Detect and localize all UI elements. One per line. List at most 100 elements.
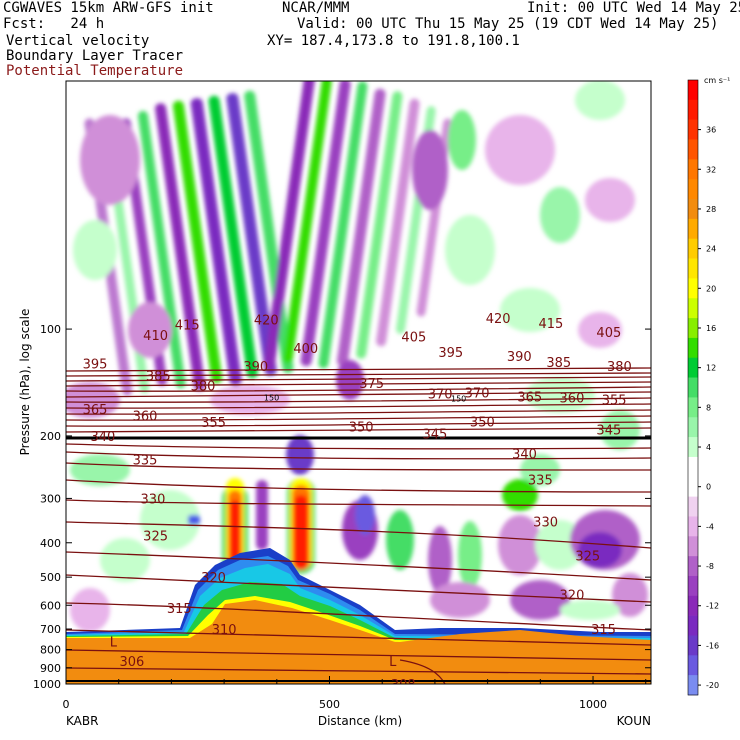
isentrope-label: 340	[512, 447, 537, 462]
y-tick-label: 200	[40, 430, 61, 443]
y-axis: 100 200 300 400 500 600 700 800 900 1000	[33, 323, 651, 691]
colorbar-tick-label: 16	[706, 324, 716, 333]
isentrope-label: 350	[470, 415, 495, 430]
isentrope-label: 405	[401, 331, 426, 346]
colorbar-bin	[688, 675, 698, 696]
x-tick-label: 0	[63, 698, 70, 711]
isentrope-label: 315	[167, 602, 192, 617]
isentrope-label: 395	[438, 346, 463, 361]
colorbar-bin	[688, 417, 698, 438]
isentrope-label: 325	[575, 550, 600, 565]
colorbar-bin	[688, 655, 698, 676]
colorbar-bin	[688, 119, 698, 140]
colorbar-bin	[688, 139, 698, 160]
colorbar-bin	[688, 575, 698, 597]
isentrope-label: 410	[143, 329, 168, 344]
colorbar-bin	[688, 635, 698, 656]
isentrope-label: 355	[201, 416, 226, 431]
plot-area: 415 410 420 400 405 420 415 405 395 385 390 395 390 3…	[66, 81, 651, 693]
colorbar-bin	[688, 615, 698, 636]
x-axis-label: Distance (km)	[318, 714, 402, 728]
colorbar-tick-label: 32	[706, 165, 716, 174]
isentrope-label: 315	[591, 623, 616, 638]
colorbar-frame	[687, 79, 699, 696]
isentrope-label: 306	[119, 655, 144, 670]
colorbar-bin	[688, 595, 698, 616]
colorbar-bin	[688, 318, 698, 339]
isentrope-label: 370	[465, 387, 490, 402]
y-tick-label: 500	[40, 571, 61, 584]
tropopause-label: 150	[451, 395, 466, 404]
tropopause-label: 150	[264, 394, 279, 403]
isentrope-label: 415	[538, 317, 563, 332]
y-tick-label: 800	[40, 644, 61, 657]
y-tick-label: 900	[40, 662, 61, 675]
isentrope-label: 330	[141, 492, 166, 507]
header-line5-left: Potential Temperature	[6, 63, 184, 79]
colorbar-bin	[688, 397, 698, 418]
y-tick-label: 1000	[33, 678, 61, 691]
isentrope-label: 345	[596, 424, 621, 439]
colorbar-bin	[688, 99, 698, 120]
isentrope-label: 330	[533, 515, 558, 530]
y-tick-label: 400	[40, 537, 61, 550]
header-line1-left: CGWAVES 15km ARW-GFS init	[3, 0, 214, 16]
isentrope-labels: 415 410 420 400 405 420 415 405 395 385 390 395 390 3…	[83, 312, 632, 693]
colorbar-bin	[688, 357, 698, 378]
isentrope-label: 335	[133, 453, 158, 468]
isentrope-label: 365	[83, 403, 108, 418]
isentrope-label: 320	[201, 571, 226, 586]
colorbar-tick-label: 24	[706, 245, 716, 254]
isentrope-label: 310	[212, 623, 237, 638]
isentrope-label: 390	[507, 350, 532, 365]
header-line3-left: Vertical velocity	[6, 33, 150, 49]
x-endpoint-right: KOUN	[617, 714, 651, 728]
low-marker: L	[110, 636, 118, 651]
colorbar-bin	[688, 496, 698, 517]
isentrope-label: 320	[560, 589, 585, 604]
isentrope-label: 400	[293, 342, 318, 357]
colorbar-bin	[688, 476, 698, 497]
x-tick-label: 1000	[579, 698, 607, 711]
header-line4-left: Boundary Layer Tracer	[6, 48, 184, 64]
isentrope-label: 415	[175, 318, 200, 333]
colorbar-bin	[688, 159, 698, 180]
colorbar-bin	[688, 179, 698, 200]
header-line1-center: NCAR/MMM	[282, 0, 350, 16]
isentrope-label: 365	[517, 391, 542, 406]
colorbar-bin	[688, 298, 698, 319]
colorbar-tick-label: 12	[706, 364, 716, 373]
isentrope-label: 355	[602, 394, 627, 409]
y-axis-label: Pressure (hPa), log scale	[18, 309, 32, 456]
isentrope-label: 308	[391, 678, 416, 693]
colorbar-tick-label: 20	[706, 284, 716, 293]
isentrope-label: 390	[243, 360, 268, 375]
header-line1-right: Init: 00 UTC Wed 14 May 25	[527, 0, 740, 16]
colorbar-tick-label: 28	[706, 205, 716, 214]
colorbar-bin	[688, 278, 698, 299]
colorbar-bin	[688, 437, 698, 458]
colorbar-bin	[688, 238, 698, 259]
isentrope-label: 360	[133, 409, 158, 424]
colorbar-bin	[688, 218, 698, 240]
colorbar-tick-label: 8	[706, 403, 711, 412]
colorbar-bin	[688, 516, 698, 537]
colorbar-tick-label: 4	[706, 443, 711, 452]
header-line3-right: XY= 187.4,173.8 to 191.8,100.1	[267, 33, 520, 49]
x-axis: 0 500 1000	[63, 676, 647, 711]
colorbar-tick-label: -4	[706, 522, 714, 531]
colorbar-bin	[688, 536, 698, 557]
colorbar-bin	[688, 199, 698, 220]
colorbar: 36 32 28 24 20 16 12 8 4 0 -4 -8 -12 -16 -20	[687, 79, 719, 696]
isentrope-label: 385	[546, 356, 571, 371]
colorbar-bin	[688, 556, 698, 577]
colorbar-tick-label: -12	[706, 602, 719, 611]
isentrope-label: 360	[560, 392, 585, 407]
colorbar-tick-label: 36	[706, 126, 716, 135]
colorbar-tick-label: -8	[706, 562, 714, 571]
isentrope-label: 375	[359, 377, 384, 392]
plot-frame	[65, 80, 652, 685]
isentrope-label: 395	[83, 357, 108, 372]
y-tick-label: 100	[40, 323, 61, 336]
